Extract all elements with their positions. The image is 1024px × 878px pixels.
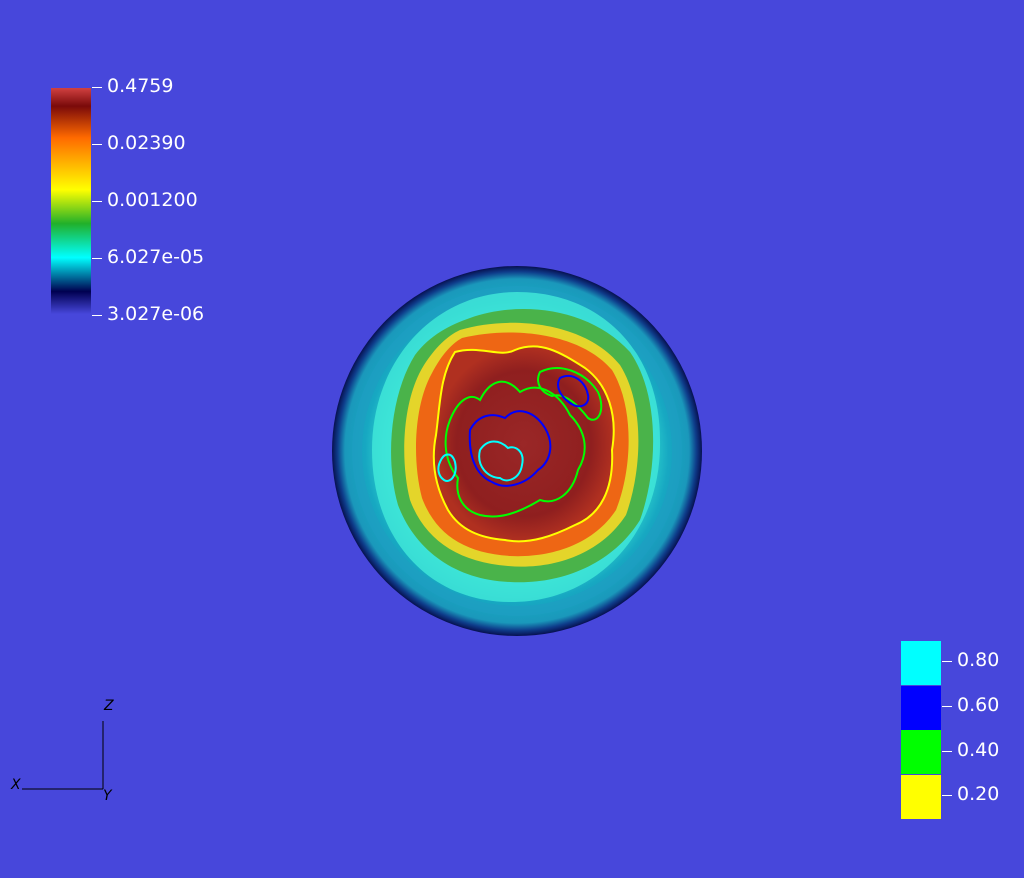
legend-tick bbox=[942, 795, 952, 796]
legend-swatch-020 bbox=[901, 775, 941, 819]
colorbar-label-min: 3.027e-06 bbox=[107, 303, 205, 325]
legend-label-080: 0.80 bbox=[957, 649, 1000, 671]
colorbar-tick bbox=[92, 315, 102, 316]
contour-lines bbox=[432, 345, 615, 543]
legend-swatch-080 bbox=[901, 641, 941, 685]
colorbar-label-2: 0.02390 bbox=[107, 132, 186, 154]
colorbar-label-4: 6.027e-05 bbox=[107, 246, 205, 268]
colorbar-tick bbox=[92, 201, 102, 202]
legend-tick bbox=[942, 706, 952, 707]
contour-020 bbox=[432, 345, 615, 543]
contour-080 bbox=[478, 440, 524, 482]
scalar-colorbar bbox=[51, 88, 91, 314]
z-axis-label: Z bbox=[104, 698, 114, 714]
axes-triad bbox=[22, 721, 104, 790]
shell-inner-ring bbox=[352, 286, 682, 616]
legend-label-060: 0.60 bbox=[957, 694, 1000, 716]
contour-040 bbox=[444, 380, 586, 518]
simulation-sphere bbox=[332, 266, 702, 636]
red-core bbox=[433, 346, 614, 542]
colorbar-label-3: 0.001200 bbox=[107, 189, 198, 211]
legend-tick bbox=[942, 661, 952, 662]
contour-040b bbox=[537, 367, 603, 421]
colorbar-tick bbox=[92, 87, 102, 88]
legend-tick bbox=[942, 751, 952, 752]
contour-080b bbox=[437, 453, 457, 482]
legend-label-040: 0.40 bbox=[957, 739, 1000, 761]
legend-swatch-060 bbox=[901, 686, 941, 730]
y-axis-label: Y bbox=[103, 788, 112, 804]
colorbar-tick bbox=[92, 144, 102, 145]
colorbar-tick bbox=[92, 258, 102, 259]
x-axis-label: X bbox=[11, 777, 21, 793]
colorbar-label-max: 0.4759 bbox=[107, 75, 174, 97]
legend-label-020: 0.20 bbox=[957, 783, 1000, 805]
contour-060 bbox=[468, 410, 552, 487]
legend-swatch-040 bbox=[901, 730, 941, 774]
contour-060b bbox=[557, 375, 590, 408]
